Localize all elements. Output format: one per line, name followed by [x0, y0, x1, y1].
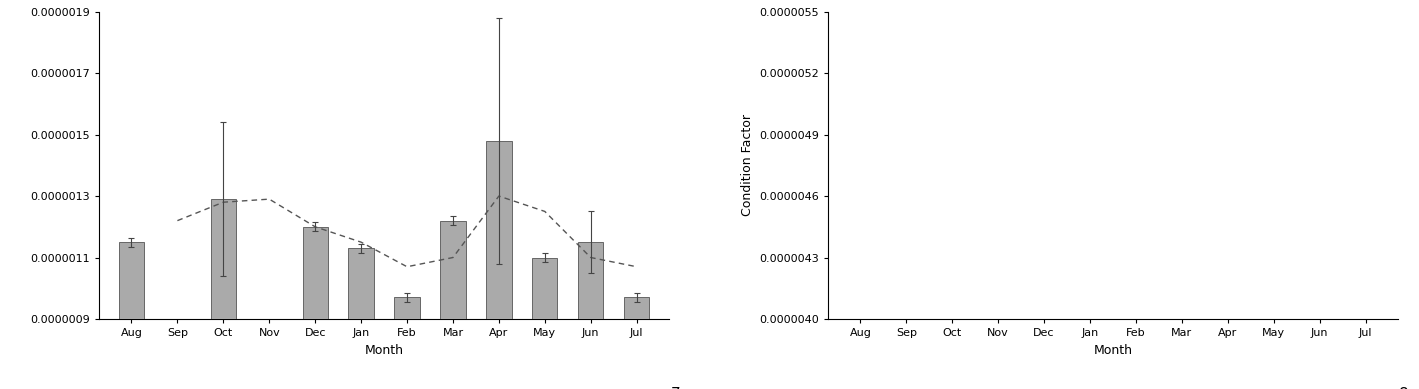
X-axis label: Month: Month [1094, 343, 1132, 357]
Bar [1169, 319, 1195, 389]
Bar [394, 298, 420, 319]
Bar [487, 141, 511, 319]
Bar [1124, 319, 1148, 389]
Bar [1077, 319, 1103, 389]
Bar [578, 242, 603, 319]
Bar [440, 221, 465, 319]
Bar [302, 227, 328, 319]
Bar [1261, 319, 1287, 389]
Bar [1032, 319, 1057, 389]
Text: 7: 7 [671, 387, 680, 389]
Bar [349, 248, 373, 319]
Text: 8: 8 [1399, 387, 1409, 389]
Bar [1352, 319, 1378, 389]
Bar [939, 319, 965, 389]
Bar [532, 258, 558, 319]
Bar [1215, 319, 1240, 389]
Bar [624, 298, 650, 319]
Bar [119, 242, 145, 319]
Bar [1307, 319, 1332, 389]
Bar [210, 199, 236, 319]
Y-axis label: Condition Factor: Condition Factor [741, 114, 753, 216]
X-axis label: Month: Month [365, 343, 403, 357]
